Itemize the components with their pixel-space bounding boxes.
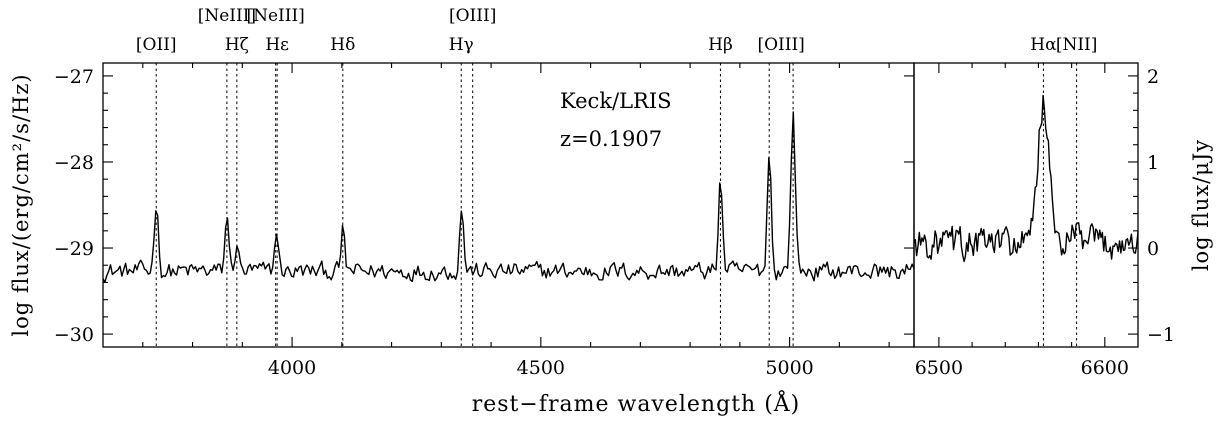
instrument-annotation: Keck/LRIS <box>560 89 672 113</box>
blue-axis-ticks: 4000 4500 5000 −30 −29 −28 −27 <box>54 63 914 379</box>
blue-ytick-label-1: −29 <box>54 238 94 260</box>
line-label-3: [NeIII] <box>246 6 304 26</box>
line-label-7: Hγ <box>449 35 474 55</box>
line-label-1: [NeIII] <box>198 6 256 26</box>
red-line-markers <box>1042 63 1078 347</box>
red-panel: 6500 6600 −1 0 1 2 <box>913 62 1175 379</box>
blue-panel-frame <box>102 62 915 348</box>
blue-line-markers <box>155 63 794 347</box>
blue-spectrum-line <box>102 111 915 283</box>
blue-panel: 4000 4500 5000 −30 −29 −28 −27 <box>54 62 915 379</box>
line-label-9: [OIII] <box>757 35 804 55</box>
red-xtick-label-0: 6500 <box>915 357 963 379</box>
red-spectrum-line <box>913 94 1139 263</box>
red-ytick-label-0: −1 <box>1147 324 1175 346</box>
y-axis-label-right: log flux/μJy <box>1189 139 1213 271</box>
blue-xtick-label-2: 5000 <box>765 357 813 379</box>
blue-ytick-label-2: −28 <box>54 152 94 174</box>
line-label-6: [OIII] <box>449 6 496 26</box>
redshift-annotation: z=0.1907 <box>560 127 662 151</box>
line-label-4: Hε <box>265 35 289 55</box>
red-ytick-label-2: 1 <box>1147 152 1159 174</box>
line-label-5: Hδ <box>330 35 355 55</box>
line-label-0: [OII] <box>136 35 177 55</box>
blue-xtick-label-0: 4000 <box>268 357 316 379</box>
red-ytick-label-1: 0 <box>1147 238 1159 260</box>
blue-ytick-label-0: −30 <box>54 324 94 346</box>
y-axis-label-left: log flux/(erg/cm²/s/Hz) <box>9 73 33 336</box>
red-panel-frame <box>913 62 1139 348</box>
line-label-11: [NII] <box>1056 35 1098 55</box>
line-label-2: Hζ <box>225 35 249 55</box>
line-label-10: Hα <box>1030 35 1057 55</box>
blue-ytick-label-3: −27 <box>54 66 94 88</box>
red-xtick-label-1: 6600 <box>1081 357 1129 379</box>
red-ytick-label-3: 2 <box>1147 66 1159 88</box>
line-label-8: Hβ <box>708 35 733 55</box>
blue-xtick-label-1: 4500 <box>517 357 565 379</box>
x-axis-label: rest−frame wavelength (Å) <box>472 389 801 417</box>
red-axis-ticks: 6500 6600 −1 0 1 2 <box>915 63 1175 379</box>
emission-line-labels: [OII] [NeIII] Hζ [NeIII] Hε Hδ [OIII] Hγ Hβ [OIII… <box>136 6 1097 55</box>
